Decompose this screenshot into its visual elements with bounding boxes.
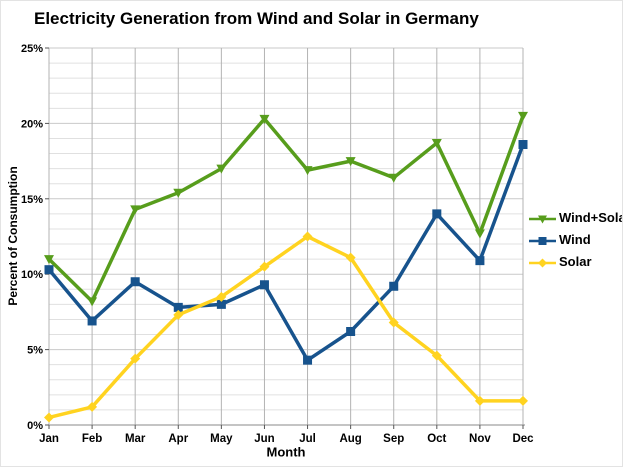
series-marker-wind <box>389 281 399 291</box>
legend-item-solar: Solar <box>529 251 622 272</box>
legend-item-wind-solar: Wind+Solar <box>529 207 622 228</box>
series-marker-solar <box>518 395 528 406</box>
series-marker-solar <box>259 261 270 272</box>
series-line-wind <box>47 142 525 362</box>
y-tick-label: 5% <box>27 345 43 357</box>
legend-item-wind: Wind <box>529 229 622 250</box>
series-marker-wind-solar <box>302 166 313 176</box>
series-marker-solar <box>431 350 442 361</box>
x-tick-label: Nov <box>469 433 491 445</box>
series-marker-wind <box>173 302 183 312</box>
series-marker-solar <box>44 412 54 423</box>
legend-label: Wind+Solar <box>559 210 622 225</box>
series-marker-wind <box>475 256 485 266</box>
series-marker-wind-solar <box>44 255 54 265</box>
x-tick-label: Sep <box>383 433 404 445</box>
x-tick-label: Apr <box>168 433 188 445</box>
y-axis-title: Percent of Consumption <box>6 166 20 306</box>
series-marker-wind-solar <box>518 111 528 121</box>
series-marker-wind <box>432 209 442 219</box>
x-tick-label: Feb <box>82 433 102 445</box>
series-marker-solar <box>87 401 98 412</box>
series-marker-wind-solar <box>130 205 141 215</box>
series-marker-solar <box>388 317 399 328</box>
series-marker-wind-solar <box>431 139 442 149</box>
series-line-solar <box>47 234 525 420</box>
x-tick-label: Mar <box>125 433 146 445</box>
y-tick-label: 0% <box>27 420 43 432</box>
y-tick-label: 15% <box>21 194 43 206</box>
y-tick-label: 25% <box>21 43 43 55</box>
legend-label: Wind <box>559 232 591 247</box>
x-tick-label: Dec <box>512 433 534 445</box>
series-marker-solar <box>474 395 485 406</box>
x-tick-label: Jun <box>254 433 274 445</box>
series-marker-wind <box>87 316 97 326</box>
series-marker-solar <box>302 231 313 242</box>
y-tick-label: 20% <box>21 118 43 130</box>
series-marker-wind-solar <box>259 114 270 124</box>
series-marker-wind <box>518 140 528 150</box>
series-line-wind-solar <box>47 114 525 304</box>
series-marker-wind <box>346 327 356 337</box>
chart-title: Electricity Generation from Wind and Sol… <box>34 9 479 28</box>
series-marker-solar <box>216 291 227 302</box>
series-marker-wind <box>216 299 226 309</box>
series-marker-wind-solar <box>345 157 356 167</box>
x-tick-label: Aug <box>339 433 361 445</box>
series-marker-solar <box>345 252 356 263</box>
legend-marker-square-icon <box>529 234 556 246</box>
x-axis-title: Month <box>266 444 306 460</box>
series-marker-solar <box>130 353 141 364</box>
legend-marker-triangle-icon <box>529 212 556 224</box>
series-marker-wind <box>130 277 140 287</box>
legend-label: Solar <box>559 254 592 269</box>
x-tick-label: Oct <box>427 433 446 445</box>
y-tick-label: 10% <box>21 269 43 281</box>
series-marker-solar <box>173 309 184 320</box>
series-marker-wind-solar <box>388 173 399 183</box>
x-tick-label: Jan <box>39 433 59 445</box>
legend: Wind+Solar Wind Solar <box>529 207 622 272</box>
series-marker-wind <box>303 355 313 365</box>
legend-marker-diamond-icon <box>529 256 556 268</box>
x-tick-label: Jul <box>299 433 316 445</box>
series-marker-wind-solar <box>474 229 485 239</box>
series-marker-wind <box>259 280 269 290</box>
series-marker-wind <box>44 265 54 275</box>
series-marker-wind-solar <box>173 188 184 198</box>
series-marker-wind-solar <box>216 164 227 174</box>
series-marker-wind-solar <box>87 297 98 307</box>
x-tick-label: May <box>210 433 233 445</box>
